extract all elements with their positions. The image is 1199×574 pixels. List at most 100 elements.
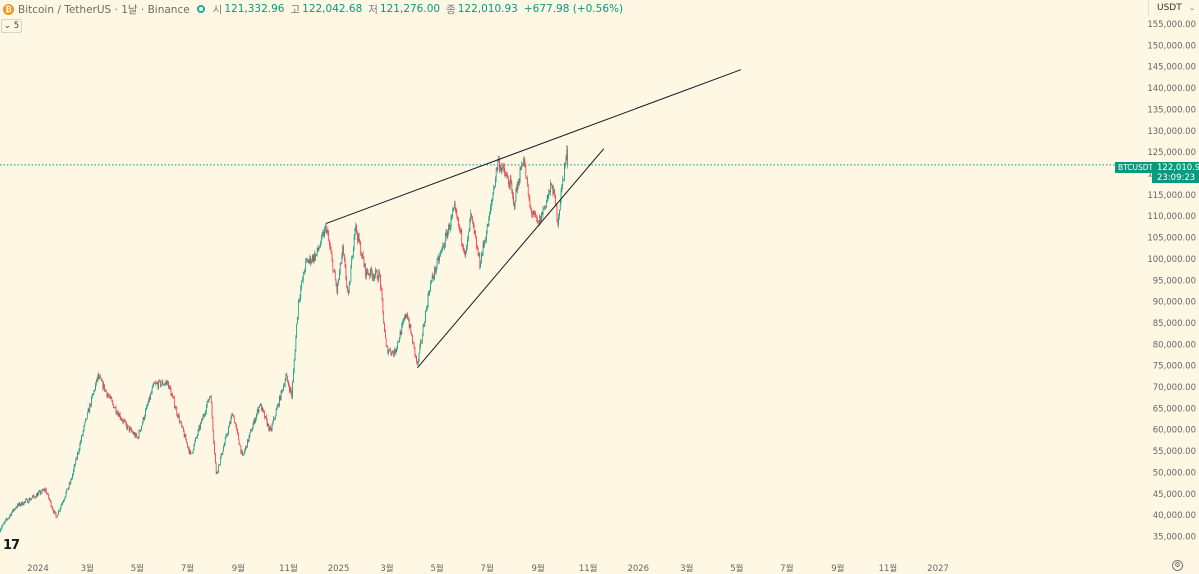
candle (59, 510, 60, 512)
candle (513, 202, 515, 211)
bitcoin-coin-icon[interactable]: ₿ (3, 3, 14, 15)
candle-body (265, 416, 266, 418)
candle (164, 383, 165, 387)
candle (277, 402, 279, 408)
candle (504, 170, 506, 176)
candle (423, 322, 425, 328)
candle (28, 497, 30, 504)
candle-body (472, 217, 473, 221)
candle (397, 341, 399, 350)
candle-body (444, 234, 446, 246)
candle (186, 438, 187, 444)
candle (173, 396, 174, 399)
candle-body (482, 243, 484, 254)
candle-body (335, 280, 337, 286)
settings-gear-icon[interactable]: ⚙ (1172, 560, 1183, 571)
symbol-description[interactable]: Bitcoin / TetherUS · 1날 · Binance (18, 3, 190, 16)
candle (352, 246, 354, 259)
upper-trendline[interactable] (326, 69, 742, 224)
trendlines[interactable] (326, 69, 742, 369)
candle-body (375, 270, 376, 276)
candle (461, 228, 463, 247)
tradingview-logo[interactable]: 17 (3, 538, 20, 553)
candle (71, 477, 73, 481)
candle-body (415, 355, 417, 356)
candle-body (417, 360, 419, 364)
price-axis[interactable]: 35,000.00 40,000.00 45,000.00 50,000.00 55,0… (1141, 0, 1199, 574)
candle (477, 247, 479, 256)
candle (234, 422, 236, 424)
candle-body (20, 504, 22, 506)
candle (252, 421, 254, 429)
candle-body (95, 379, 97, 385)
candle (285, 372, 287, 382)
candle-body (547, 194, 549, 199)
currency-label: USDT (1157, 3, 1182, 13)
candle (109, 393, 110, 400)
candle (273, 415, 275, 423)
candle (459, 226, 461, 234)
candle (256, 413, 257, 421)
candle-body (541, 212, 542, 222)
candle (158, 379, 160, 390)
candle-body (410, 324, 412, 333)
candle-body (518, 182, 519, 186)
candle (384, 321, 385, 333)
candle (561, 184, 563, 193)
candle-body (454, 204, 456, 208)
time-tick-label: 2024 (27, 564, 49, 574)
candle (129, 426, 131, 433)
candle-body (288, 385, 290, 391)
candle (499, 155, 500, 174)
candle (403, 317, 404, 325)
candle-body (169, 385, 170, 389)
market-open-status-icon[interactable] (196, 5, 205, 13)
candle-body (146, 406, 147, 410)
candle-body (370, 268, 371, 276)
candle-body (26, 499, 28, 503)
candle (58, 509, 59, 516)
candle-body (210, 396, 212, 403)
candle-body (416, 355, 417, 362)
lower-trendline[interactable] (416, 148, 605, 369)
candle (542, 205, 544, 219)
candle (284, 383, 285, 387)
indicators-collapse-button[interactable]: ⌄ 5 (1, 19, 22, 33)
candle (245, 445, 247, 452)
candle-body (422, 325, 424, 336)
candle (72, 473, 73, 480)
candle-body (347, 286, 348, 290)
candle (125, 420, 127, 427)
candle-body (420, 340, 422, 347)
candle-body (120, 418, 122, 420)
candle-body (30, 499, 31, 501)
candle (367, 269, 369, 276)
candle-body (173, 396, 174, 399)
candle-body (160, 384, 162, 387)
candle (414, 347, 416, 358)
candle-body (267, 423, 269, 426)
candle (446, 229, 448, 241)
candle-body (255, 418, 256, 423)
currency-selector[interactable]: USDT ⌄ (1148, 0, 1199, 16)
candle-body (389, 349, 390, 351)
candle (123, 419, 124, 424)
candle (102, 380, 104, 392)
candle-body (271, 424, 273, 430)
candle (106, 391, 108, 399)
candle-body (81, 434, 83, 436)
candle (3, 521, 5, 525)
candle-body (418, 352, 420, 361)
time-axis[interactable]: 2024 3월 5월 7월 9월 11월 2025 3월 5월 7월 9월 11월 2026 3월 5월 7월… (27, 563, 949, 574)
candle (63, 498, 65, 502)
candle (184, 433, 186, 438)
candle (86, 418, 87, 421)
candle-body (66, 488, 68, 493)
candle-body (543, 208, 545, 210)
candle (157, 381, 159, 390)
candle-body (89, 404, 91, 412)
candle-body (140, 429, 141, 432)
candle-body (275, 410, 277, 417)
candle (215, 462, 217, 475)
